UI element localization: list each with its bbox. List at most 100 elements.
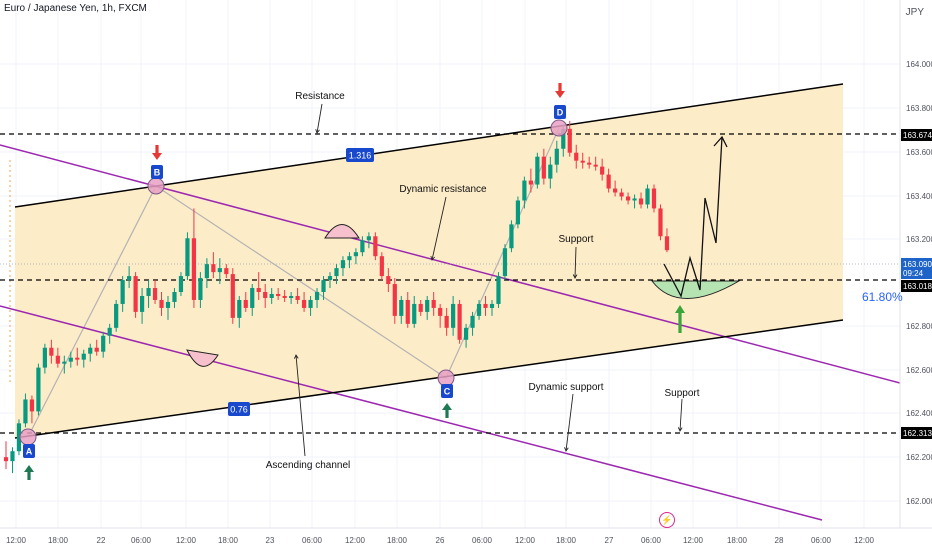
candle[interactable] (107, 323, 112, 344)
candle[interactable] (114, 299, 119, 332)
candle[interactable] (308, 295, 313, 316)
candle[interactable] (10, 447, 15, 474)
candlesticks[interactable] (3, 120, 670, 474)
candle[interactable] (496, 272, 501, 308)
candle[interactable] (314, 288, 320, 308)
candle[interactable] (243, 292, 248, 312)
candle[interactable] (159, 292, 164, 316)
candle[interactable] (548, 156, 553, 189)
candle[interactable] (457, 299, 462, 344)
candle[interactable] (580, 152, 585, 169)
candle[interactable] (645, 184, 650, 209)
candle[interactable] (366, 232, 371, 249)
candle[interactable] (23, 393, 28, 428)
candle[interactable] (360, 236, 365, 257)
candle[interactable] (224, 264, 229, 279)
candle[interactable] (386, 268, 391, 293)
candle[interactable] (515, 196, 521, 229)
candle[interactable] (438, 303, 443, 328)
candle[interactable] (16, 419, 22, 456)
candle[interactable] (101, 331, 106, 358)
candle[interactable] (185, 232, 190, 281)
candle[interactable] (613, 180, 618, 197)
candle[interactable] (321, 276, 326, 300)
candle[interactable] (587, 156, 592, 169)
candle[interactable] (444, 307, 449, 336)
candle[interactable] (412, 295, 417, 328)
candle[interactable] (256, 272, 261, 300)
candle[interactable] (638, 192, 644, 209)
candle[interactable] (489, 299, 495, 316)
symbol-title[interactable]: Euro / Japanese Yen, 1h, FXCM (4, 3, 147, 14)
candle[interactable] (75, 347, 80, 366)
candle[interactable] (146, 280, 151, 308)
candle[interactable] (36, 363, 41, 416)
candle[interactable] (483, 295, 488, 316)
candle[interactable] (198, 272, 203, 308)
candle[interactable] (250, 284, 255, 316)
candle[interactable] (340, 256, 346, 277)
candle[interactable] (619, 188, 624, 201)
candle[interactable] (237, 295, 242, 328)
candle[interactable] (470, 311, 475, 336)
candle[interactable] (172, 288, 177, 308)
candle[interactable] (301, 292, 307, 312)
candle[interactable] (295, 288, 300, 304)
candle[interactable] (165, 295, 171, 320)
candle[interactable] (625, 192, 631, 205)
price-axis[interactable]: 164.000 163.800 163.600 163.400 163.200 162.8… (906, 60, 932, 506)
candle[interactable] (68, 351, 73, 368)
candle[interactable] (88, 343, 93, 362)
candle[interactable] (463, 323, 469, 348)
candle[interactable] (62, 355, 67, 374)
candle[interactable] (418, 299, 423, 316)
candle[interactable] (379, 252, 384, 281)
candle[interactable] (289, 292, 294, 304)
candle[interactable] (120, 276, 125, 312)
candle[interactable] (276, 288, 281, 300)
candle[interactable] (593, 156, 598, 171)
candle[interactable] (49, 339, 54, 364)
time-axis[interactable]: 12:00 18:00 22 06:00 12:00 18:00 23 06:00 12:00 1… (6, 536, 875, 545)
candle[interactable] (139, 288, 145, 324)
candle[interactable] (269, 288, 274, 304)
candle[interactable] (81, 349, 86, 368)
candle[interactable] (600, 158, 605, 181)
candle[interactable] (152, 280, 158, 304)
candle[interactable] (263, 284, 268, 308)
candle[interactable] (29, 395, 35, 424)
candle[interactable] (567, 120, 572, 157)
candle[interactable] (230, 268, 235, 324)
candle[interactable] (405, 292, 410, 328)
candle[interactable] (127, 266, 132, 289)
candle[interactable] (528, 168, 533, 193)
candle[interactable] (191, 208, 197, 308)
candle[interactable] (392, 278, 397, 324)
candle[interactable] (373, 232, 378, 261)
candle[interactable] (522, 176, 527, 209)
candle[interactable] (42, 343, 47, 374)
candle[interactable] (55, 347, 60, 368)
candle[interactable] (327, 272, 333, 289)
candle[interactable] (178, 272, 184, 296)
candle[interactable] (509, 220, 514, 253)
candle[interactable] (399, 295, 404, 324)
candle[interactable] (204, 258, 209, 289)
candle[interactable] (133, 272, 138, 318)
candle[interactable] (451, 295, 456, 336)
candle[interactable] (347, 252, 352, 269)
candle[interactable] (535, 152, 540, 189)
candle[interactable] (217, 258, 222, 285)
candle[interactable] (502, 244, 508, 281)
candle[interactable] (334, 264, 339, 285)
lightning-icon[interactable]: ⚡ (659, 512, 675, 528)
candle[interactable] (651, 184, 657, 213)
candle[interactable] (632, 194, 637, 209)
candle[interactable] (282, 290, 287, 302)
candle[interactable] (658, 204, 663, 241)
candle[interactable] (431, 292, 436, 316)
candle[interactable] (476, 299, 482, 320)
candle[interactable] (574, 144, 579, 169)
candle[interactable] (541, 148, 546, 185)
